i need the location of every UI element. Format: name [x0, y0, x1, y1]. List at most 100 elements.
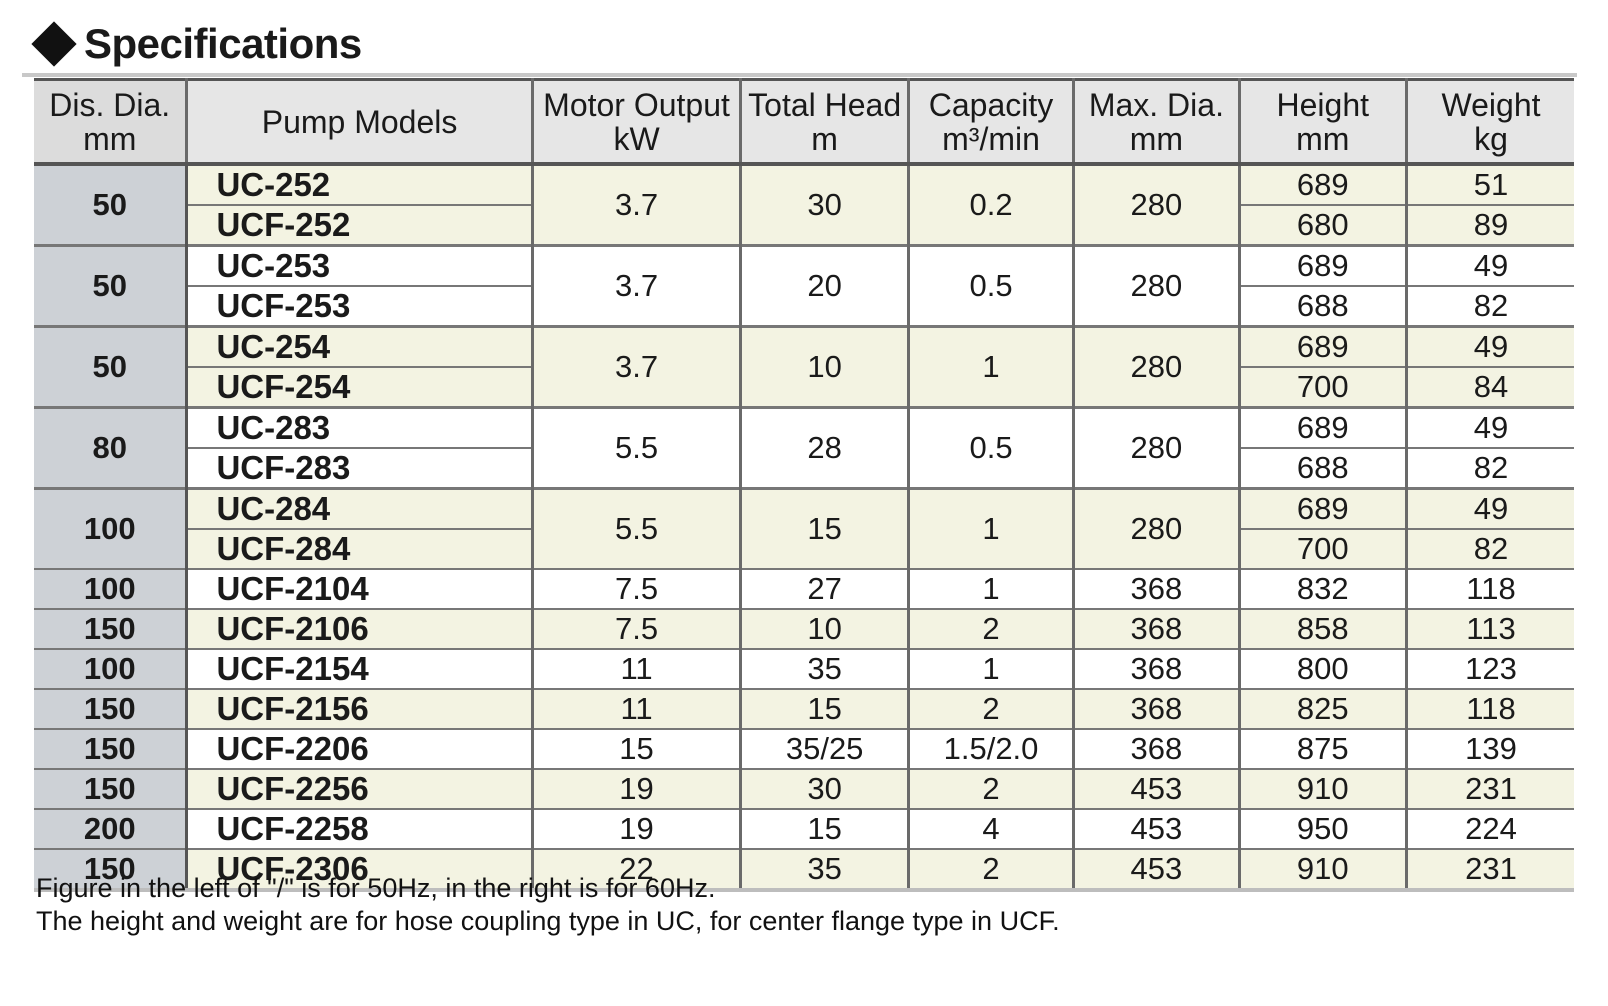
height-cell: 680	[1237, 204, 1407, 246]
page-title: Specifications	[84, 20, 362, 67]
dis-dia-cell: 150	[34, 848, 187, 892]
table-row: UCF-253 688 82	[34, 285, 1574, 327]
total-head-cell: 10	[739, 608, 909, 649]
height-cell: 825	[1237, 688, 1407, 729]
max-dia-cell: 368	[1072, 688, 1240, 729]
header-weight-label: Weight	[1441, 86, 1541, 123]
capacity-cell: 2	[906, 848, 1074, 892]
dis-dia-cell: 150	[34, 728, 187, 769]
header-motor-output-unit: kW	[613, 120, 660, 157]
motor-output-cell: 7.5	[530, 608, 741, 649]
total-head-cell: 20	[739, 244, 909, 327]
pump-model-cell: UCF-253	[185, 285, 533, 327]
pump-model-cell: UCF-2106	[185, 608, 533, 649]
table-body: 50 UC-252 3.7 30 0.2 280 689 51 UCF-252 680 89 50 UC…	[34, 162, 1574, 892]
pump-model-cell: UCF-2104	[185, 568, 533, 609]
max-dia-cell: 453	[1072, 768, 1240, 809]
motor-output-cell: 19	[530, 808, 741, 849]
title-divider	[22, 73, 1577, 77]
motor-output-cell: 5.5	[530, 487, 741, 569]
header-max-dia-label: Max. Dia.	[1088, 86, 1224, 123]
max-dia-cell: 453	[1072, 808, 1240, 849]
max-dia-cell: 368	[1072, 648, 1240, 689]
capacity-cell: 2	[906, 608, 1074, 649]
total-head-cell: 30	[739, 768, 909, 809]
capacity-cell: 2	[906, 768, 1074, 809]
table-row: 100 UCF-2104 7.5 27 1 368 832 118	[34, 568, 1574, 609]
capacity-cell: 0.2	[906, 162, 1074, 246]
weight-cell: 49	[1404, 244, 1574, 286]
motor-output-cell: 11	[530, 648, 741, 689]
max-dia-cell: 280	[1072, 325, 1240, 408]
weight-cell: 123	[1404, 648, 1574, 689]
pump-model-cell: UCF-252	[185, 204, 533, 246]
weight-cell: 82	[1404, 528, 1574, 569]
motor-output-cell: 7.5	[530, 568, 741, 609]
weight-cell: 49	[1404, 487, 1574, 529]
height-cell: 688	[1237, 447, 1407, 489]
height-cell: 700	[1237, 366, 1407, 408]
motor-output-cell: 3.7	[530, 162, 741, 246]
total-head-cell: 35	[739, 848, 909, 892]
weight-cell: 89	[1404, 204, 1574, 246]
dis-dia-cell: 150	[34, 768, 187, 809]
dis-dia-cell: 150	[34, 688, 187, 729]
height-cell: 950	[1237, 808, 1407, 849]
header-dis-dia: Dis. Dia. mm	[34, 79, 187, 166]
footnote-dimensions: The height and weight are for hose coupl…	[36, 906, 1060, 936]
pump-model-cell: UCF-283	[185, 447, 533, 489]
table-row: 150 UCF-2306 22 35 2 453 910 231	[34, 848, 1574, 892]
pump-model-cell: UCF-2154	[185, 648, 533, 689]
height-cell: 689	[1237, 162, 1407, 205]
table-row: 50 UC-254 3.7 10 1 280 689 49	[34, 325, 1574, 408]
pump-model-cell: UC-252	[185, 162, 533, 205]
dis-dia-cell: 100	[34, 487, 187, 569]
pump-model-cell: UCF-2258	[185, 808, 533, 849]
dis-dia-cell: 100	[34, 568, 187, 609]
weight-cell: 51	[1404, 162, 1574, 205]
header-total-head-unit: m	[811, 120, 838, 157]
height-cell: 689	[1237, 406, 1407, 448]
header-capacity-unit: m³/min	[942, 120, 1040, 157]
header-height: Height mm	[1237, 79, 1407, 166]
title-bar: Specifications	[31, 16, 362, 72]
max-dia-cell: 280	[1072, 406, 1240, 489]
table-row: 50 UC-253 3.7 20 0.5 280 689 49	[34, 244, 1574, 327]
height-cell: 858	[1237, 608, 1407, 649]
height-cell: 832	[1237, 568, 1407, 609]
weight-cell: 139	[1404, 728, 1574, 769]
total-head-cell: 35	[739, 648, 909, 689]
pump-model-cell: UC-253	[185, 244, 533, 286]
capacity-cell: 2	[906, 688, 1074, 729]
header-max-dia: Max. Dia. mm	[1072, 79, 1240, 166]
dis-dia-cell: 50	[34, 325, 187, 408]
capacity-cell: 1	[906, 568, 1074, 609]
weight-cell: 82	[1404, 447, 1574, 489]
pump-model-cell: UCF-284	[185, 528, 533, 569]
motor-output-cell: 3.7	[530, 244, 741, 327]
pump-model-cell: UCF-2256	[185, 768, 533, 809]
header-motor-output: Motor Output kW	[530, 79, 741, 166]
height-cell: 689	[1237, 244, 1407, 286]
height-cell: 800	[1237, 648, 1407, 689]
table-row: 50 UC-252 3.7 30 0.2 280 689 51	[34, 162, 1574, 246]
header-capacity-label: Capacity	[928, 86, 1054, 123]
specifications-table: Dis. Dia. mm Pump Models Motor Output kW…	[34, 78, 1574, 892]
dis-dia-cell: 150	[34, 608, 187, 649]
header-dis-dia-unit: mm	[83, 120, 137, 157]
motor-output-cell: 19	[530, 768, 741, 809]
motor-output-cell: 11	[530, 688, 741, 729]
capacity-cell: 1.5/2.0	[906, 728, 1074, 769]
pump-model-cell: UC-283	[185, 406, 533, 448]
weight-cell: 113	[1404, 608, 1574, 649]
weight-cell: 224	[1404, 808, 1574, 849]
table-row: 150 UCF-2156 11 15 2 368 825 118	[34, 688, 1574, 729]
total-head-cell: 35/25	[739, 728, 909, 769]
table-row: 80 UC-283 5.5 28 0.5 280 689 49	[34, 406, 1574, 489]
weight-cell: 84	[1404, 366, 1574, 408]
table-row: UCF-252 680 89	[34, 204, 1574, 246]
pump-model-cell: UCF-2206	[185, 728, 533, 769]
header-motor-output-label: Motor Output	[543, 86, 730, 123]
total-head-cell: 27	[739, 568, 909, 609]
table-row: UCF-284 700 82	[34, 528, 1574, 569]
